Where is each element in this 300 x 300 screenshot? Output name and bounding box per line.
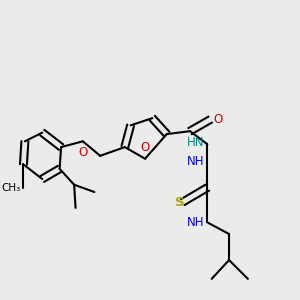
Text: O: O [78,146,87,159]
Text: HN: HN [187,136,204,149]
Text: CH₃: CH₃ [1,183,21,193]
Text: NH: NH [187,216,204,229]
Text: O: O [213,113,222,126]
Text: NH: NH [187,155,204,168]
Text: S: S [175,196,184,208]
Text: O: O [140,141,150,154]
